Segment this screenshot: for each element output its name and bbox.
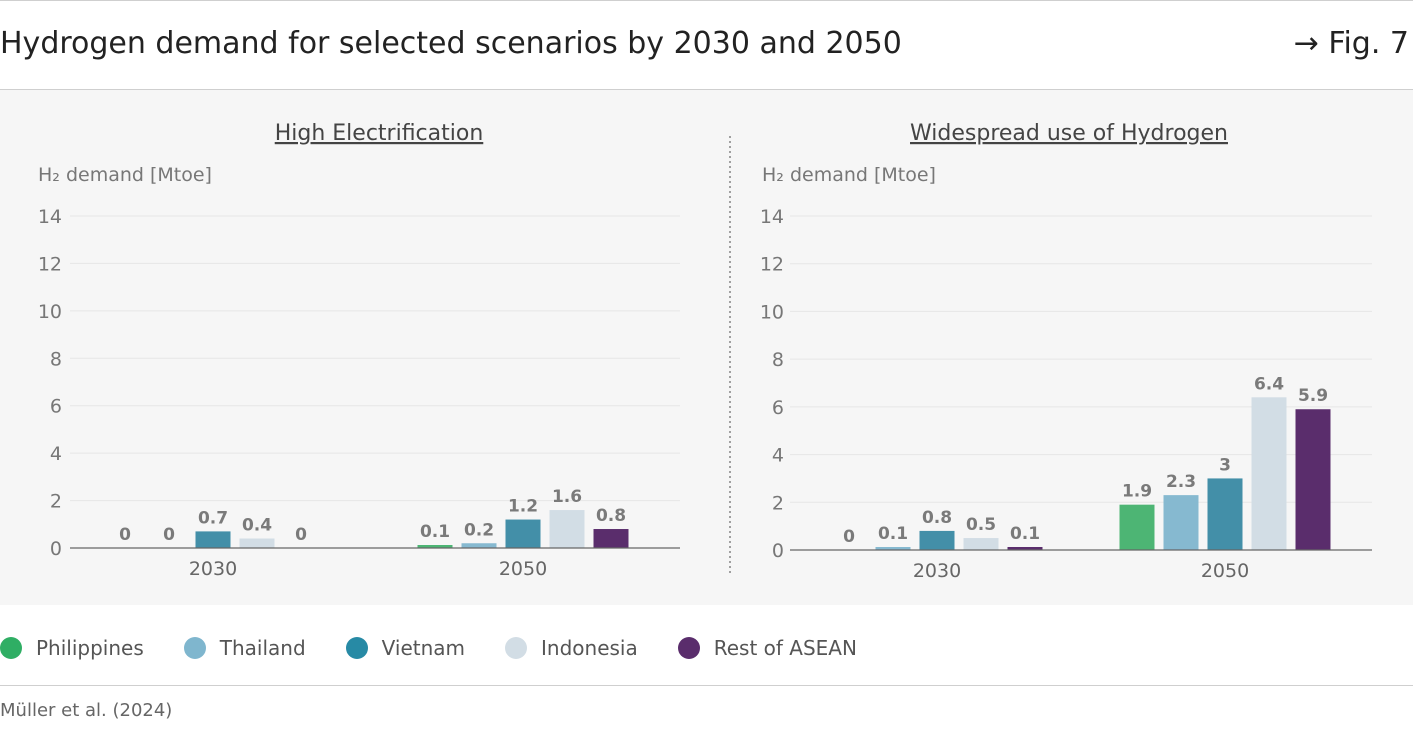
data-label: 5.9 xyxy=(1298,386,1328,406)
y-tick-label: 14 xyxy=(760,206,784,228)
data-label: 0.8 xyxy=(922,508,952,528)
data-label: 1.9 xyxy=(1122,482,1152,502)
bar-rest-of-asean xyxy=(1007,547,1043,550)
data-label: 0 xyxy=(843,527,855,547)
legend-swatch-philippines xyxy=(0,637,22,659)
y-tick-label: 10 xyxy=(760,301,784,323)
bar-philippines xyxy=(417,545,453,548)
bar-indonesia xyxy=(239,538,275,548)
y-tick-label: 8 xyxy=(772,349,784,371)
legend-swatch-indonesia xyxy=(505,637,528,659)
legend-swatch-rest-of-asean xyxy=(677,637,700,659)
bar-philippines xyxy=(1119,504,1155,550)
y-tick-label: 2 xyxy=(50,491,62,513)
bar-indonesia xyxy=(963,538,999,550)
data-label: 0.1 xyxy=(420,522,450,542)
legend-item-thailand: Thailand xyxy=(183,636,306,660)
data-label: 1.6 xyxy=(552,487,582,507)
legend-label: Philippines xyxy=(36,636,144,660)
bar-vietnam xyxy=(195,531,231,548)
data-label: 0.1 xyxy=(878,524,908,544)
data-label: 0 xyxy=(295,525,307,545)
y-tick-label: 8 xyxy=(50,348,62,370)
y-tick-label: 6 xyxy=(50,396,62,418)
legend-item-vietnam: Vietnam xyxy=(345,636,466,660)
legend-label: Rest of ASEAN xyxy=(713,636,857,660)
data-label: 1.2 xyxy=(508,497,538,517)
x-tick-label: 2030 xyxy=(189,558,237,580)
data-label: 6.4 xyxy=(1254,374,1284,394)
y-tick-label: 12 xyxy=(760,254,784,276)
top-rule xyxy=(0,0,1413,1)
y-tick-label: 10 xyxy=(38,301,62,323)
legend-item-rest-of-asean: Rest of ASEAN xyxy=(677,636,857,660)
data-label: 0 xyxy=(119,525,131,545)
data-label: 0.2 xyxy=(464,520,494,540)
y-tick-label: 12 xyxy=(38,253,62,275)
bar-rest-of-asean xyxy=(593,529,629,548)
x-tick-label: 2050 xyxy=(499,558,547,580)
legend-item-philippines: Philippines xyxy=(0,636,144,660)
bar-thailand xyxy=(875,547,911,550)
y-tick-label: 4 xyxy=(50,443,62,465)
y-tick-label: 2 xyxy=(772,492,784,514)
data-label: 3 xyxy=(1219,455,1231,475)
data-label: 0 xyxy=(163,525,175,545)
legend-label: Indonesia xyxy=(541,636,638,660)
source-note: Müller et al. (2024) xyxy=(0,700,173,721)
panel-title: Widespread use of Hydrogen xyxy=(910,121,1228,146)
data-label: 2.3 xyxy=(1166,472,1196,492)
panel-title: High Electrification xyxy=(275,121,484,146)
bar-thailand xyxy=(461,543,497,548)
data-label: 0.1 xyxy=(1010,524,1040,544)
data-label: 0.8 xyxy=(596,506,626,526)
bar-indonesia xyxy=(1251,397,1287,550)
page-title: Hydrogen demand for selected scenarios b… xyxy=(0,26,902,61)
bar-rest-of-asean xyxy=(1295,409,1331,550)
y-tick-label: 0 xyxy=(50,538,62,560)
data-label: 0.4 xyxy=(242,516,272,536)
bar-vietnam xyxy=(919,530,955,550)
bottom-rule xyxy=(0,685,1413,686)
bar-vietnam xyxy=(1207,478,1243,550)
y-axis-label: H₂ demand [Mtoe] xyxy=(762,164,936,186)
figure-reference[interactable]: → Fig. 7 xyxy=(1293,26,1409,61)
bar-vietnam xyxy=(505,519,541,548)
data-label: 0.5 xyxy=(966,515,996,535)
x-tick-label: 2050 xyxy=(1201,560,1249,582)
legend-item-indonesia: Indonesia xyxy=(505,636,638,660)
y-tick-label: 4 xyxy=(772,445,784,467)
y-tick-label: 14 xyxy=(38,206,62,228)
legend: Philippines Thailand Vietnam Indonesia R… xyxy=(0,634,897,662)
y-axis-label: H₂ demand [Mtoe] xyxy=(38,164,212,186)
data-label: 0.7 xyxy=(198,508,228,528)
x-tick-label: 2030 xyxy=(913,560,961,582)
legend-label: Thailand xyxy=(219,636,306,660)
bar-indonesia xyxy=(549,510,585,548)
y-tick-label: 0 xyxy=(772,540,784,562)
legend-label: Vietnam xyxy=(381,636,466,660)
legend-swatch-vietnam xyxy=(345,637,368,659)
y-tick-label: 6 xyxy=(772,397,784,419)
bar-thailand xyxy=(1163,495,1199,550)
legend-swatch-thailand xyxy=(183,637,206,659)
